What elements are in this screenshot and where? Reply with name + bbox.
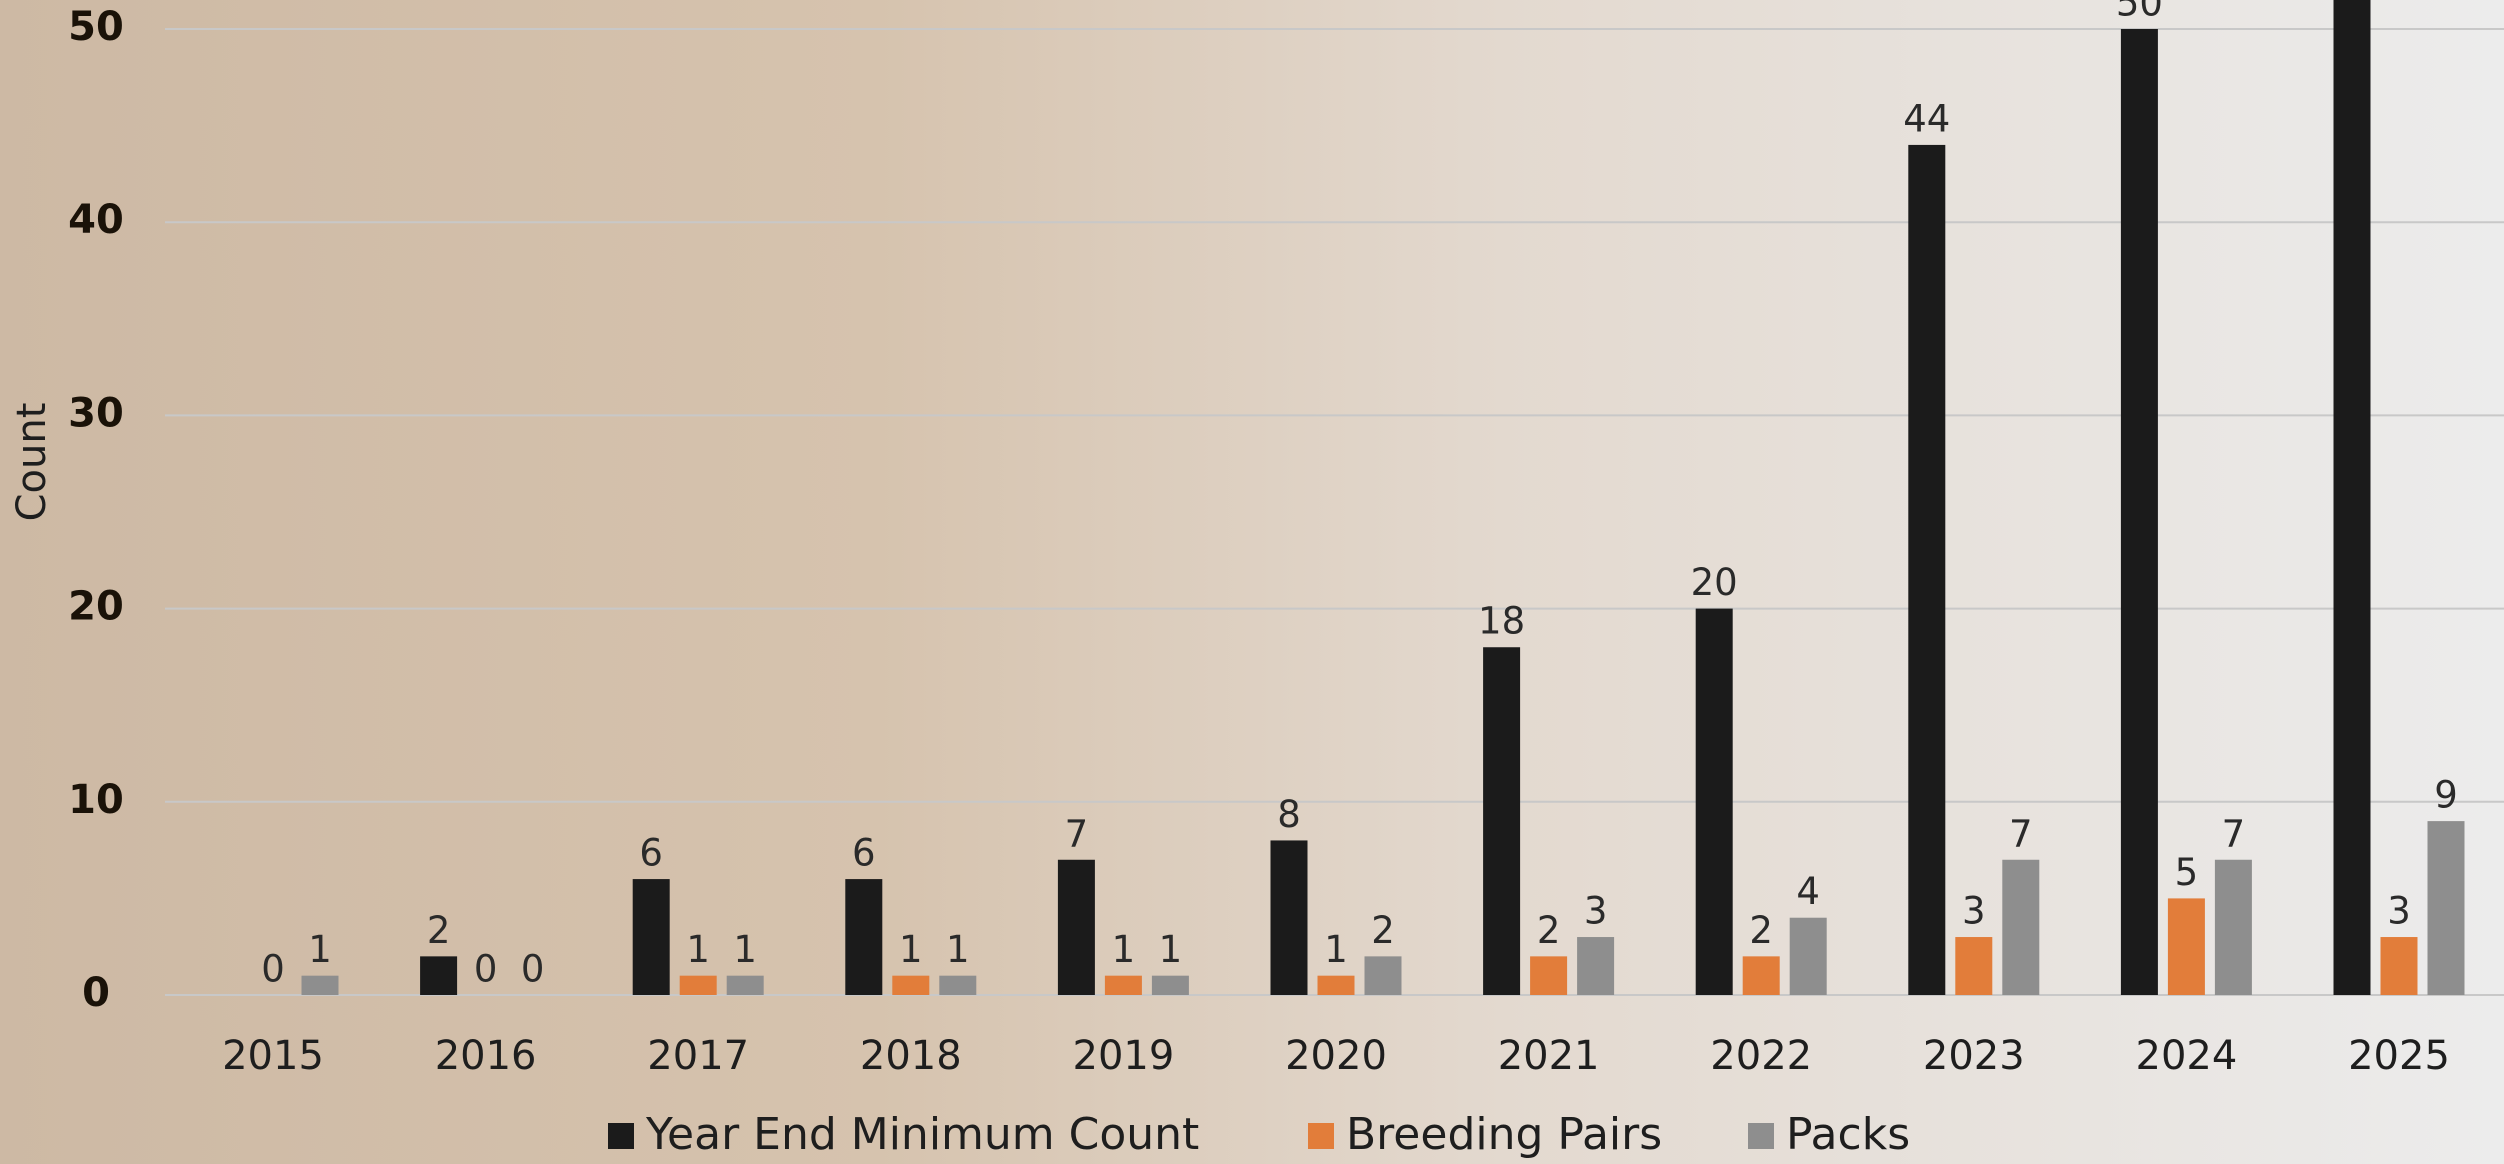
bar xyxy=(1483,647,1520,995)
y-tick-label: 20 xyxy=(68,584,124,630)
bar xyxy=(1105,976,1142,995)
value-label: 4 xyxy=(1796,870,1820,913)
bar xyxy=(1696,609,1733,995)
y-axis-label: Count xyxy=(9,403,55,522)
x-tick-label: 2019 xyxy=(1073,1033,1175,1079)
value-label: 1 xyxy=(1159,928,1183,971)
value-label: 6 xyxy=(639,832,663,875)
bar xyxy=(2381,937,2418,995)
bar xyxy=(1152,976,1189,995)
value-label: 0 xyxy=(521,948,545,991)
bar xyxy=(939,976,976,995)
value-label: 7 xyxy=(2009,812,2033,855)
legend-swatch xyxy=(1748,1123,1774,1149)
legend-label: Year End Minimum Count xyxy=(645,1109,1199,1160)
x-tick-label: 2022 xyxy=(1710,1033,1812,1079)
y-tick-label: 40 xyxy=(68,197,124,243)
y-tick-label: 10 xyxy=(68,777,124,823)
value-label: 3 xyxy=(1962,890,1986,933)
value-label: 7 xyxy=(2222,812,2246,855)
value-label: 44 xyxy=(1903,97,1950,140)
bar xyxy=(1271,840,1308,995)
bar xyxy=(1908,145,1945,995)
value-label: 1 xyxy=(899,928,923,971)
x-tick-label: 2023 xyxy=(1923,1033,2025,1079)
bar xyxy=(1790,918,1827,995)
bar xyxy=(2121,29,2158,995)
bar xyxy=(1530,956,1567,995)
x-tick-label: 2016 xyxy=(435,1033,537,1079)
bar xyxy=(1955,937,1992,995)
value-label: 7 xyxy=(1065,812,1089,855)
x-tick-label: 2017 xyxy=(647,1033,749,1079)
bar xyxy=(845,879,882,995)
value-label: 6 xyxy=(852,832,876,875)
value-label: 3 xyxy=(1584,890,1608,933)
value-label: 20 xyxy=(1691,561,1738,604)
bar xyxy=(2215,860,2252,995)
bar xyxy=(420,956,457,995)
value-label: 5 xyxy=(2175,851,2199,894)
x-tick-label: 2020 xyxy=(1285,1033,1387,1079)
bar xyxy=(1577,937,1614,995)
bar xyxy=(1365,956,1402,995)
value-label: 1 xyxy=(686,928,710,971)
value-label: 8 xyxy=(1277,793,1301,836)
bar xyxy=(1058,860,1095,995)
value-label: 0 xyxy=(474,948,498,991)
bar xyxy=(2428,821,2465,995)
bar xyxy=(892,976,929,995)
page: {"chart_data": {"type": "bar", "y_label"… xyxy=(0,0,2504,1164)
y-tick-label: 30 xyxy=(68,390,124,436)
value-label: 1 xyxy=(308,928,332,971)
value-label: 0 xyxy=(261,948,285,991)
value-label: 50 xyxy=(2116,0,2163,25)
legend-swatch xyxy=(1308,1123,1334,1149)
value-label: 2 xyxy=(1749,909,1773,952)
bar xyxy=(2334,0,2371,995)
bar xyxy=(2168,898,2205,995)
value-label: 3 xyxy=(2387,890,2411,933)
value-label: 1 xyxy=(946,928,970,971)
bar xyxy=(1318,976,1355,995)
x-tick-label: 2025 xyxy=(2348,1033,2450,1079)
value-label: 1 xyxy=(733,928,757,971)
chart: Count 0102030405020150120162002017611201… xyxy=(0,0,2504,1164)
legend-label: Breeding Pairs xyxy=(1346,1109,1662,1160)
y-tick-label: 50 xyxy=(68,4,124,50)
bar xyxy=(727,976,764,995)
bar xyxy=(302,976,339,995)
bar xyxy=(1743,956,1780,995)
value-label: 2 xyxy=(427,909,451,952)
bar xyxy=(680,976,717,995)
value-label: 18 xyxy=(1478,600,1525,643)
y-tick-label: 0 xyxy=(82,970,110,1016)
value-label: 1 xyxy=(1324,928,1348,971)
x-tick-label: 2015 xyxy=(222,1033,324,1079)
value-label: 9 xyxy=(2434,774,2458,817)
x-tick-label: 2018 xyxy=(860,1033,962,1079)
bar xyxy=(2002,860,2039,995)
bar xyxy=(633,879,670,995)
value-label: 1 xyxy=(1112,928,1136,971)
legend-label: Packs xyxy=(1786,1109,1910,1160)
x-tick-label: 2021 xyxy=(1498,1033,1600,1079)
legend-swatch xyxy=(608,1123,634,1149)
value-label: 2 xyxy=(1371,909,1395,952)
value-label: 2 xyxy=(1537,909,1561,952)
x-tick-label: 2024 xyxy=(2136,1033,2238,1079)
